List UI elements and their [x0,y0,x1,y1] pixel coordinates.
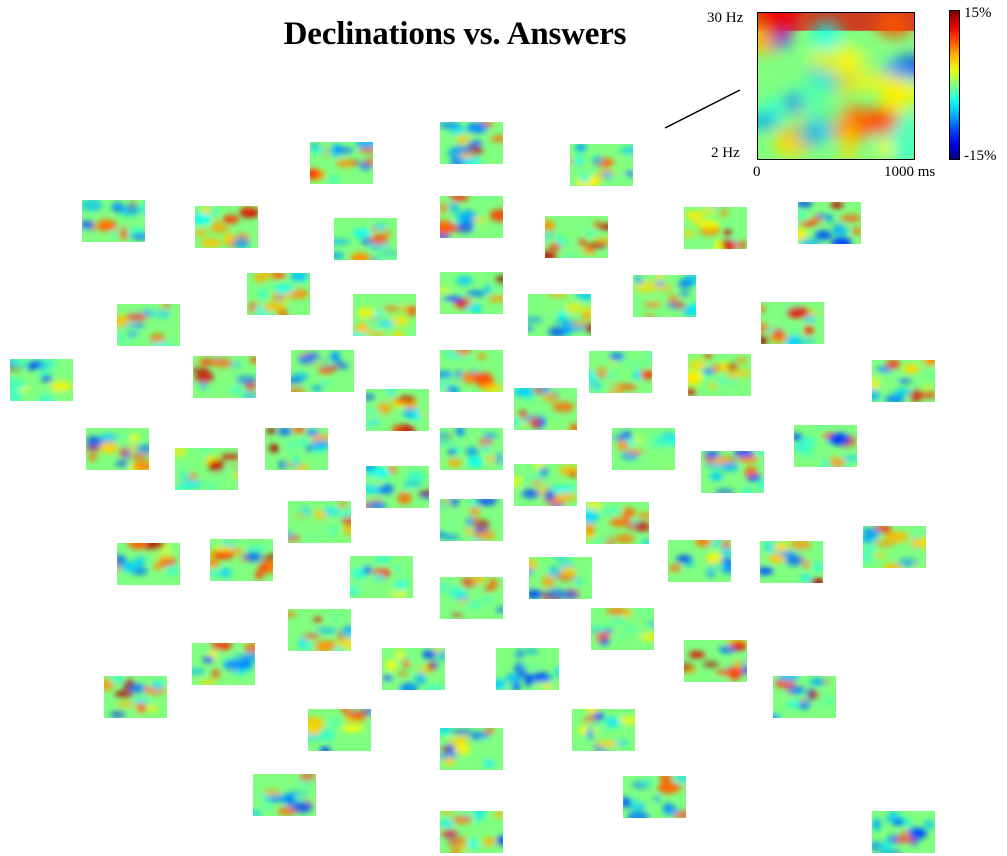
colorbar [949,10,960,160]
channel-tile [440,811,503,853]
channel-tile [350,556,413,598]
channel-tile [193,356,256,398]
channel-tile [529,557,592,599]
channel-tile [86,428,149,470]
channel-tile [210,539,273,581]
channel-tile [82,200,145,242]
channel-tile [863,526,926,568]
channel-tile [288,501,351,543]
channel-tile [528,294,591,336]
channel-tile [288,609,351,651]
channel-tile [117,304,180,346]
channel-tile [794,425,857,467]
channel-tile [382,648,445,690]
channel-tile [353,294,416,336]
channel-tile [545,216,608,258]
channel-tile [310,142,373,184]
channel-tile [688,354,751,396]
channel-tile [195,206,258,248]
channel-tile [291,350,354,392]
channel-tile [798,202,861,244]
channel-tile [612,428,675,470]
channel-tile [633,275,696,317]
channel-tile [591,608,654,650]
channel-tile [253,774,316,816]
channel-tile [334,218,397,260]
channel-tile [684,207,747,249]
chart-title: Declinations vs. Answers [283,16,627,52]
channel-tile [440,428,503,470]
channel-tile [701,451,764,493]
channel-tile [117,543,180,585]
channel-tile [440,272,503,314]
channel-tile [175,448,238,490]
colorbar-min-label: -15% [964,148,997,164]
channel-tile [514,464,577,506]
inset-y-min-label: 2 Hz [711,145,740,161]
channel-tile [872,811,935,853]
channel-tile [684,640,747,682]
channel-tile [668,540,731,582]
channel-tile [440,499,503,541]
channel-tile [247,273,310,315]
channel-tile [440,196,503,238]
channel-tile [773,676,836,718]
colorbar-max-label: 15% [964,5,992,21]
channel-tile [440,122,503,164]
inset-heatmap [757,12,915,160]
channel-tile [572,709,635,751]
channel-tile [760,541,823,583]
channel-tile [265,428,328,470]
channel-tile [761,302,824,344]
channel-tile [589,351,652,393]
channel-tile [440,350,503,392]
inset-y-max-label: 30 Hz [707,10,744,26]
channel-tile [366,389,429,431]
channel-tile [586,502,649,544]
channel-tile [496,648,559,690]
channel-tile [10,359,73,401]
inset-x-min-label: 0 [753,164,761,180]
channel-tile [440,728,503,770]
channel-tile [623,776,686,818]
channel-tile [440,577,503,619]
channel-tile [104,676,167,718]
channel-tile [570,144,633,186]
channel-tile [872,360,935,402]
channel-tile [514,388,577,430]
inset-x-max-label: 1000 ms [884,164,936,180]
channel-tile [192,643,255,685]
channel-tile [366,466,429,508]
channel-tile [308,709,371,751]
